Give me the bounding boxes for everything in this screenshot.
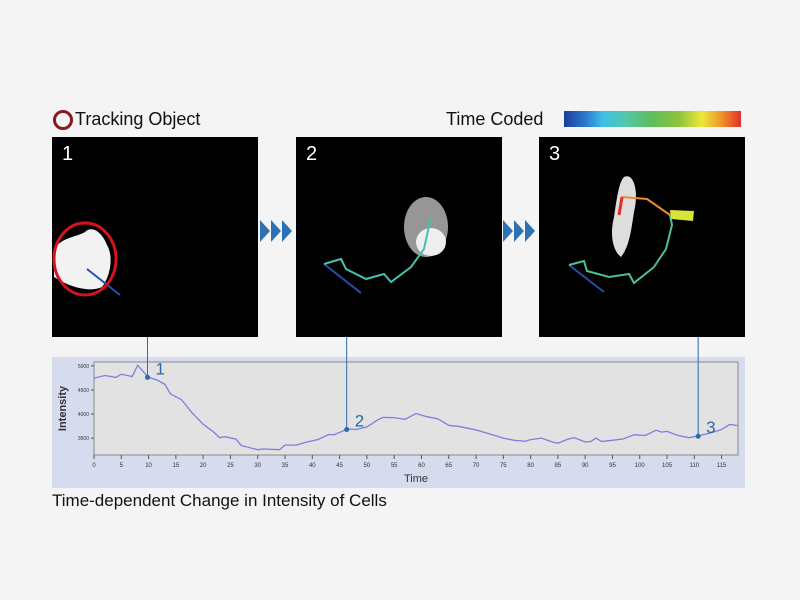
panel-number: 2	[306, 143, 318, 165]
x-tick-label: 15	[173, 463, 180, 469]
x-tick-label: 0	[92, 463, 96, 469]
x-tick-label: 10	[145, 463, 152, 469]
panel-2-image	[323, 197, 448, 294]
x-tick-label: 85	[555, 463, 562, 469]
chart-svg: 0 5 10 15 20 25 30 35 40 45 50 55 60 65 70 75 80 85 90 95 10…	[57, 337, 739, 485]
y-tick-label: 4500	[78, 388, 89, 394]
marker-label: 3	[706, 418, 715, 437]
time-coded-label: Time Coded	[446, 109, 544, 129]
x-tick-label: 55	[391, 463, 398, 469]
x-tick-label: 100	[635, 463, 646, 469]
tracking-circle-icon	[53, 110, 73, 130]
tracking-ring	[52, 221, 118, 297]
panel-1-image	[52, 221, 121, 297]
image-panel-2: 2	[296, 137, 502, 337]
x-tick-label: 35	[282, 463, 289, 469]
panel-number: 3	[549, 143, 561, 165]
x-tick-label: 65	[445, 463, 452, 469]
y-tick-label: 5000	[78, 364, 89, 370]
marker-point	[695, 433, 701, 439]
panel-3-image	[568, 176, 694, 293]
plot-area	[93, 361, 739, 456]
time-colorbar	[564, 111, 741, 127]
x-tick-label: 20	[200, 463, 207, 469]
marker-point	[144, 374, 150, 380]
x-tick-label: 110	[690, 463, 700, 469]
x-axis-label: Time	[404, 473, 428, 485]
x-tick-label: 70	[473, 463, 480, 469]
next-arrow-icon	[503, 220, 535, 242]
x-tick-label: 80	[527, 463, 534, 469]
y-tick-label: 4000	[78, 412, 89, 418]
x-tick-label: 50	[364, 463, 371, 469]
panel-number: 1	[62, 143, 74, 165]
x-tick-label: 45	[336, 463, 343, 469]
image-panel-3: 3	[539, 137, 745, 337]
x-tick-label: 40	[309, 463, 316, 469]
x-tick-label: 5	[120, 463, 124, 469]
x-tick-label: 30	[254, 463, 261, 469]
next-arrow-icon	[260, 220, 292, 242]
y-tick-label: 3500	[78, 436, 89, 442]
intensity-line	[93, 364, 739, 451]
intensity-chart: 0 5 10 15 20 25 30 35 40 45 50 55 60 65 70 75 80 85 90 95 10…	[52, 337, 745, 488]
marker-label: 1	[155, 359, 164, 378]
x-tick-label: 75	[500, 463, 507, 469]
marker-point	[344, 426, 350, 432]
x-tick-label: 105	[662, 463, 673, 469]
x-tick-label: 60	[418, 463, 425, 469]
x-tick-label: 90	[582, 463, 589, 469]
image-panel-1: 1	[52, 137, 258, 337]
x-tick-label: 25	[227, 463, 234, 469]
tracking-object-label: Tracking Object	[75, 109, 201, 129]
figure-caption: Time-dependent Change in Intensity of Ce…	[52, 491, 387, 510]
y-axis-label: Intensity	[57, 385, 69, 431]
marker-label: 2	[355, 411, 364, 430]
x-tick-label: 115	[717, 463, 727, 469]
x-tick-label: 95	[609, 463, 616, 469]
